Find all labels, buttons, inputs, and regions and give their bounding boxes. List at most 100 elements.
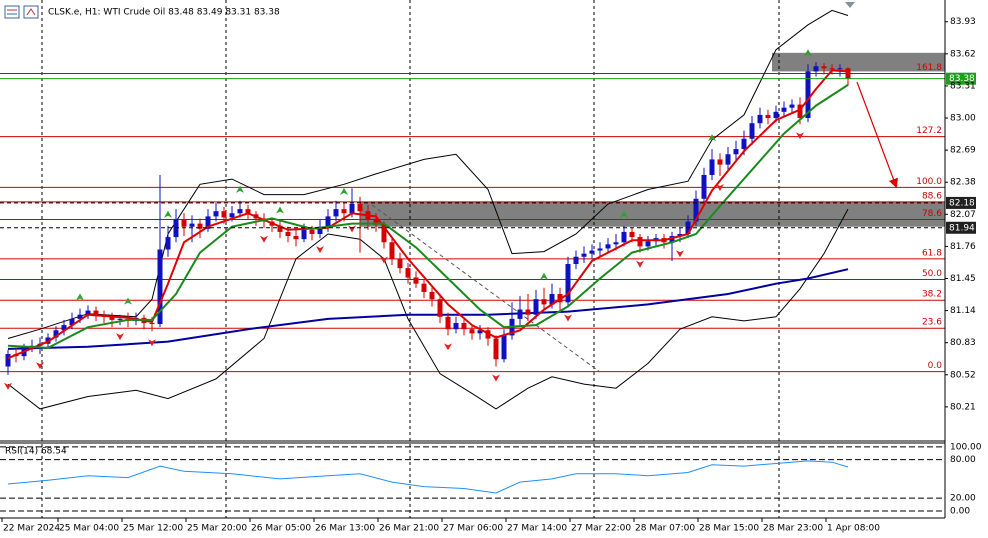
candle-body [581,253,587,257]
rsi-tick-label: 0.00 [950,506,970,516]
fractal-down [36,362,44,370]
candle-body [461,323,467,330]
y-tick-label: 83.00 [950,114,976,124]
candle-body [437,299,443,317]
chart-title: CLSK.e, H1: WTI Crude Oil 83.48 83.49 83… [48,8,280,18]
candle-body [197,223,203,229]
candle-body [533,299,539,315]
x-tick-label: 26 Mar 21:00 [379,524,439,534]
fractal-up [340,187,348,195]
candle-body [525,309,531,315]
moving-average [7,84,849,349]
shift-marker [845,2,855,8]
rsi-line [7,460,849,494]
x-tick-label: 27 Mar 06:00 [443,524,503,534]
fractal-down [116,333,124,341]
fractal-up [124,297,132,305]
candle-body [517,309,523,319]
supply-demand-zone [360,201,945,227]
rsi-tick-label: 20.00 [950,494,976,504]
fractal-down [676,250,684,258]
candle-body [845,68,851,79]
candle-body [477,330,483,334]
candle-body [821,66,827,69]
candle-body [597,248,603,251]
candle-body [549,294,555,305]
candle-body [341,209,347,214]
fib-label: 0.0 [928,361,943,371]
candle-body [181,219,187,227]
candle-body [421,283,427,292]
fractal-up [164,210,172,218]
candle-body [805,71,811,119]
fib-label: 100.0 [916,177,942,187]
candle-body [277,225,283,232]
fib-label: 23.6 [922,318,942,328]
fractal-up [540,272,548,280]
candle-body [573,256,579,264]
y-tick-label: 80.83 [950,338,976,348]
candle-body [429,291,435,300]
candle-body [77,314,83,319]
bollinger-band [7,9,849,339]
y-tick-label: 83.31 [950,81,976,91]
fib-label: 161.8 [916,63,942,73]
candle-body [149,323,155,325]
candle-body [5,354,11,367]
forecast-arrow [856,81,898,189]
candle-body [837,68,843,70]
candle-body [749,123,755,139]
candle-body [733,149,739,155]
candle-body [109,316,115,320]
fib-label: 50.0 [922,269,942,279]
candle-body [565,264,571,303]
candle-body [629,231,635,238]
candle-body [325,216,331,227]
fib-label: 78.6 [922,209,942,219]
y-tick-label: 81.76 [950,242,976,252]
candle-body [645,241,651,247]
candle-body [813,66,819,72]
fractal-down [4,382,12,390]
candle-body [221,211,227,218]
candle-body [413,277,419,284]
x-tick-label: 25 Mar 12:00 [123,524,183,534]
y-tick-label: 80.21 [950,402,976,412]
candle-body [373,219,379,225]
x-tick-label: 28 Mar 07:00 [635,524,695,534]
candle-body [501,335,507,360]
fractals [4,49,812,390]
candle-body [829,68,835,70]
y-tick-label: 81.14 [950,306,976,316]
price-tag-label: 83.38 [949,74,975,84]
candle-body [589,250,595,254]
candle-body [445,316,451,330]
candle-body [189,223,195,227]
candle-body [621,231,627,243]
candle-body [605,244,611,249]
candle-body [397,258,403,269]
x-tick-label: 26 Mar 05:00 [251,524,311,534]
x-tick-label: 25 Mar 04:00 [59,524,119,534]
fractal-down [148,339,156,347]
candle-body [117,318,123,320]
fractal-up [708,134,716,142]
bollinger-band [7,208,849,410]
fractal-down [316,246,324,254]
candle-body [53,330,59,338]
candle-body [317,226,323,234]
fib-label: 61.8 [922,248,942,258]
y-tick-label: 82.69 [950,146,976,156]
candle-body [301,229,307,240]
fractal-down [492,374,500,382]
candle-body [333,209,339,217]
candle-body [69,318,75,326]
price-tag [946,72,976,85]
candle-body [725,154,731,165]
x-tick-label: 27 Mar 22:00 [571,524,631,534]
fractal-up [276,206,284,214]
fib-label: 88.6 [922,191,942,201]
fractal-down [564,314,572,322]
moving-average [7,69,849,360]
